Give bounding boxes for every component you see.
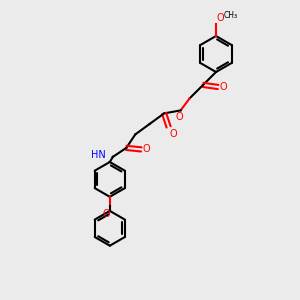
- Text: O: O: [175, 112, 183, 122]
- Text: HN: HN: [91, 150, 105, 161]
- Text: O: O: [169, 129, 177, 139]
- Text: O: O: [219, 82, 227, 92]
- Text: O: O: [142, 144, 150, 154]
- Text: CH₃: CH₃: [224, 11, 238, 20]
- Text: O: O: [217, 13, 224, 22]
- Text: O: O: [102, 209, 110, 219]
